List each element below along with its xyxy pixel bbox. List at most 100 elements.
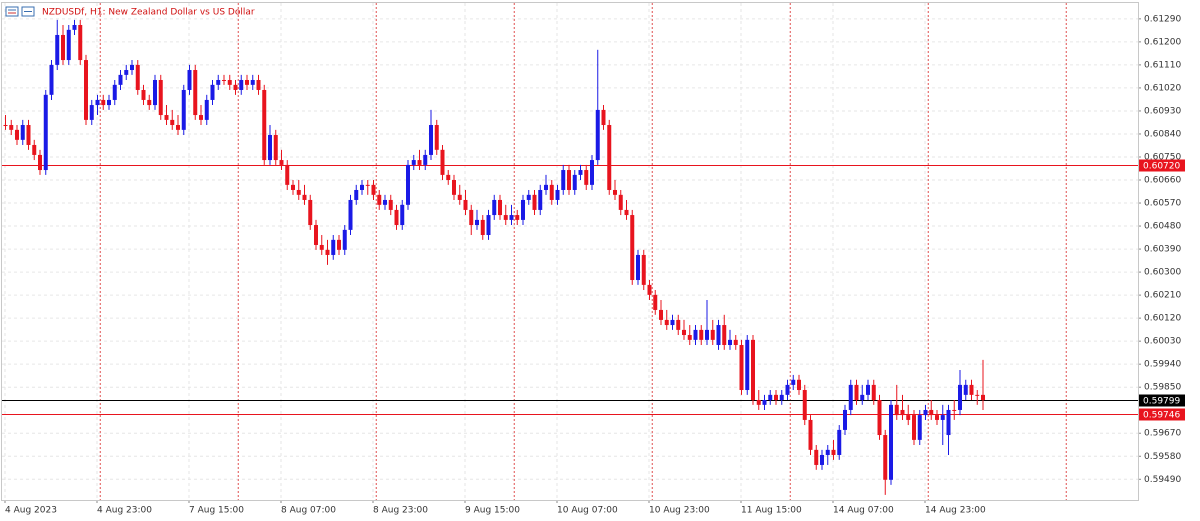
y-tick-label: 0.60750 [1144, 152, 1181, 162]
price-level-label: 0.59746 [1143, 411, 1180, 421]
y-tick-label: 0.60570 [1144, 199, 1181, 209]
candle-body [682, 329, 686, 336]
candle-body [820, 454, 824, 465]
candle-body [664, 319, 669, 326]
day-separators [99, 3, 1067, 500]
candle-body [785, 384, 790, 395]
candle-body [555, 189, 560, 200]
candle-body [578, 170, 583, 175]
y-tick-label: 0.59490 [1144, 475, 1181, 485]
candle-body [245, 79, 249, 85]
candle-body [814, 449, 819, 465]
candle-body [739, 344, 744, 391]
candle-body [199, 115, 203, 120]
x-tick-label: 8 Aug 07:00 [281, 506, 336, 516]
candle-body [176, 125, 180, 130]
y-tick-label: 0.60390 [1144, 245, 1181, 255]
y-tick-label: 0.59850 [1144, 383, 1181, 393]
candle-body [728, 339, 732, 345]
candle-body [66, 29, 71, 61]
candle-body [296, 189, 301, 195]
candle-body [952, 409, 957, 411]
candle-body [15, 129, 19, 140]
candle-body [141, 89, 146, 100]
candle-body [486, 215, 491, 236]
candle-body [745, 339, 750, 391]
x-tick-label: 11 Aug 15:00 [741, 506, 802, 516]
candle-body [95, 99, 100, 106]
candle-body [360, 184, 364, 190]
candle-body [308, 199, 313, 226]
candles [3, 19, 985, 495]
candle-body [722, 325, 727, 345]
candle-body [256, 79, 261, 90]
candle-body [153, 79, 157, 106]
price-level-box [1139, 408, 1185, 421]
candle-body [756, 399, 761, 405]
candle-body [383, 199, 387, 205]
candle-body [61, 34, 65, 61]
candle-body [475, 219, 479, 226]
price-level-label: 0.59799 [1143, 397, 1180, 407]
y-tick-label: 0.60300 [1144, 268, 1181, 278]
candle-body [285, 164, 290, 185]
y-tick-label: 0.61200 [1144, 37, 1181, 47]
candle-body [831, 449, 836, 455]
candle-body [3, 125, 8, 127]
x-tick-label: 8 Aug 23:00 [373, 506, 428, 516]
candle-body [273, 134, 278, 161]
candle-body [337, 239, 341, 250]
candle-body [981, 394, 985, 400]
candle-body [371, 184, 376, 195]
grid [2, 3, 1138, 500]
candle-body [434, 125, 439, 150]
candle-body [538, 189, 543, 210]
candle-body [848, 384, 853, 410]
candle-body [498, 199, 502, 216]
candle-body [526, 194, 531, 200]
candle-body [687, 335, 692, 340]
candle-body [906, 415, 911, 420]
candle-body [825, 449, 830, 455]
x-tick-label: 10 Aug 07:00 [557, 506, 618, 516]
candle-body [567, 170, 571, 190]
candle-body [802, 390, 807, 420]
candle-body [406, 164, 410, 205]
candle-body [762, 399, 767, 405]
candle-body [751, 339, 755, 400]
candle-body [917, 415, 922, 440]
y-tick-label: 0.60030 [1144, 337, 1181, 347]
candle-body [774, 394, 778, 400]
candle-body [480, 219, 485, 236]
candle-body [262, 89, 267, 161]
candle-body [417, 160, 422, 165]
candle-body [958, 384, 962, 410]
candle-body [561, 170, 566, 190]
candle-body [837, 429, 842, 455]
candle-body [866, 384, 870, 395]
candle-body [797, 379, 801, 391]
candle-body [394, 209, 399, 226]
candle-body [423, 154, 428, 165]
candle-body [302, 194, 307, 200]
candle-body [250, 79, 255, 85]
candle-body [963, 384, 968, 395]
candle-body [492, 199, 497, 216]
candle-body [699, 329, 704, 340]
candle-body [452, 180, 456, 195]
y-tick-label: 0.60660 [1144, 176, 1181, 186]
candle-body [613, 189, 617, 195]
candle-body [975, 394, 980, 396]
y-tick-label: 0.59940 [1144, 360, 1181, 370]
candle-body [124, 70, 129, 75]
candle-body [624, 209, 629, 216]
candle-body [101, 99, 106, 106]
candle-body [331, 239, 336, 255]
candle-body [935, 415, 939, 420]
y-tick-label: 0.61290 [1144, 14, 1181, 24]
candle-body [112, 84, 117, 100]
candle-body [118, 74, 123, 85]
candle-body [84, 60, 88, 120]
